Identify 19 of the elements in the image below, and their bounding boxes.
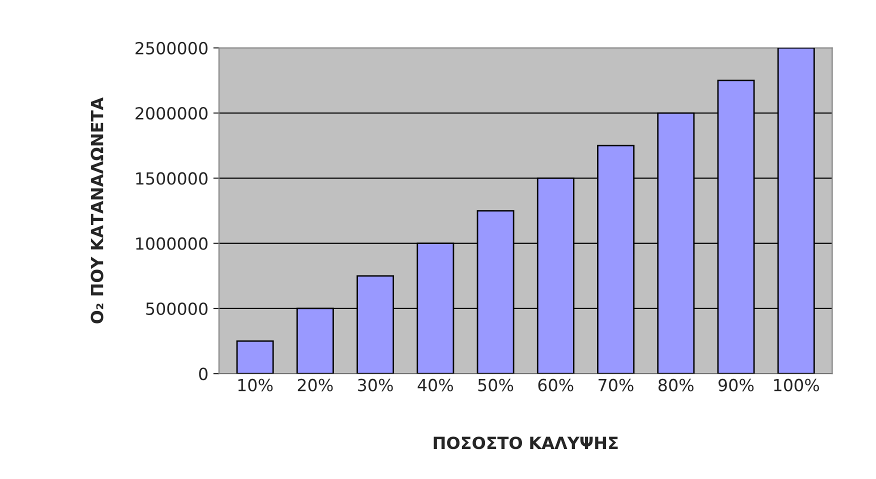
bar xyxy=(236,340,274,374)
x-tick-label: 20% xyxy=(298,378,333,392)
x-tick-label: 100% xyxy=(774,378,820,392)
x-tick-label: 70% xyxy=(598,378,634,392)
x-tick-label: 40% xyxy=(418,378,454,392)
y-tick-label: 1500000 xyxy=(136,172,208,185)
y-tick-label: 2000000 xyxy=(136,107,208,120)
x-tick-label: 10% xyxy=(238,378,273,392)
x-tick-label: 80% xyxy=(658,378,694,392)
y-tick-label: 500000 xyxy=(146,302,208,316)
y-tick-label: 1000000 xyxy=(136,237,208,250)
y-tick-label: 2500000 xyxy=(136,42,208,54)
x-tick-label: 30% xyxy=(358,378,393,392)
y-tick-label: 0 xyxy=(199,368,208,380)
x-axis-title: ΠΟΣΟΣΤΟ ΚΑΛΥΨΗΣ xyxy=(434,436,618,450)
x-tick-label: 60% xyxy=(538,378,574,392)
y-axis-title: O₂ ΠΟΥ ΚΑΤΑΝΑΛΩΝΕΤΑ xyxy=(90,97,104,324)
x-tick-label: 90% xyxy=(718,378,754,392)
x-tick-label: 50% xyxy=(478,378,514,392)
